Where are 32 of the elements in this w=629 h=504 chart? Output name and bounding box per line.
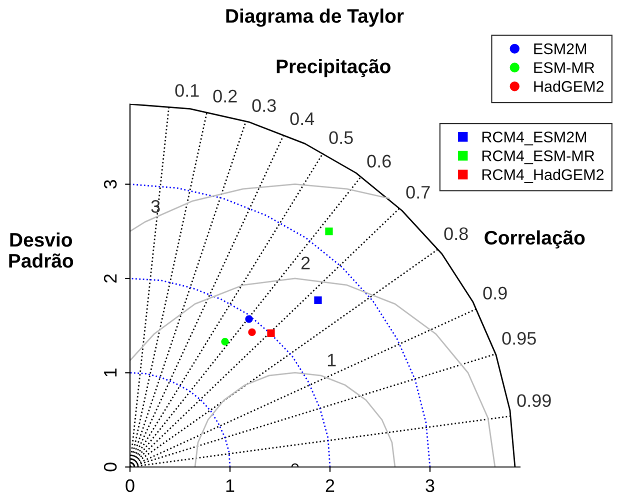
annotation: 0.3 xyxy=(252,99,276,112)
y-tick-label: 1 xyxy=(104,368,117,376)
annotation: 0.6 xyxy=(367,154,391,168)
annotation: 0.99 xyxy=(517,394,551,407)
legend-label: HadGEM2 xyxy=(534,80,604,92)
y-tick-label: 2 xyxy=(104,274,117,283)
annotation: 0.9 xyxy=(483,286,507,300)
chart-subtitle: Precipitação xyxy=(276,58,390,78)
annotation: 1 xyxy=(328,354,336,366)
x-tick-label: 2 xyxy=(326,479,334,492)
annotation: 0.95 xyxy=(502,332,536,345)
annotation: 0.2 xyxy=(213,90,237,103)
annotation: 0.4 xyxy=(290,112,314,126)
y-tick-label: 0 xyxy=(104,462,117,472)
annotation: 2 xyxy=(301,256,310,270)
y-tick-label: 3 xyxy=(104,180,117,189)
x-tick-label: 1 xyxy=(226,479,234,492)
annotation: Correlação xyxy=(484,230,585,248)
annotation: 0.5 xyxy=(329,131,353,144)
legend-label: RCM4_ESM-MR xyxy=(482,150,594,164)
legend-label: RCM4_HadGEM2 xyxy=(482,168,604,183)
x-tick-label: 0 xyxy=(126,479,134,492)
annotation: 0.1 xyxy=(175,84,199,97)
x-tick-label: 3 xyxy=(426,479,434,492)
annotation: 0.8 xyxy=(444,227,468,240)
annotation: 3 xyxy=(151,200,160,213)
y-axis-title: Desvio Padrão xyxy=(9,232,74,268)
legend-label: RCM4_ESM2M xyxy=(482,132,586,146)
legend-label: ESM2M xyxy=(534,43,586,54)
chart-title: Diagrama de Taylor xyxy=(226,8,404,27)
legend-label: ESM-MR xyxy=(534,62,594,74)
annotation: 0.7 xyxy=(406,186,430,199)
